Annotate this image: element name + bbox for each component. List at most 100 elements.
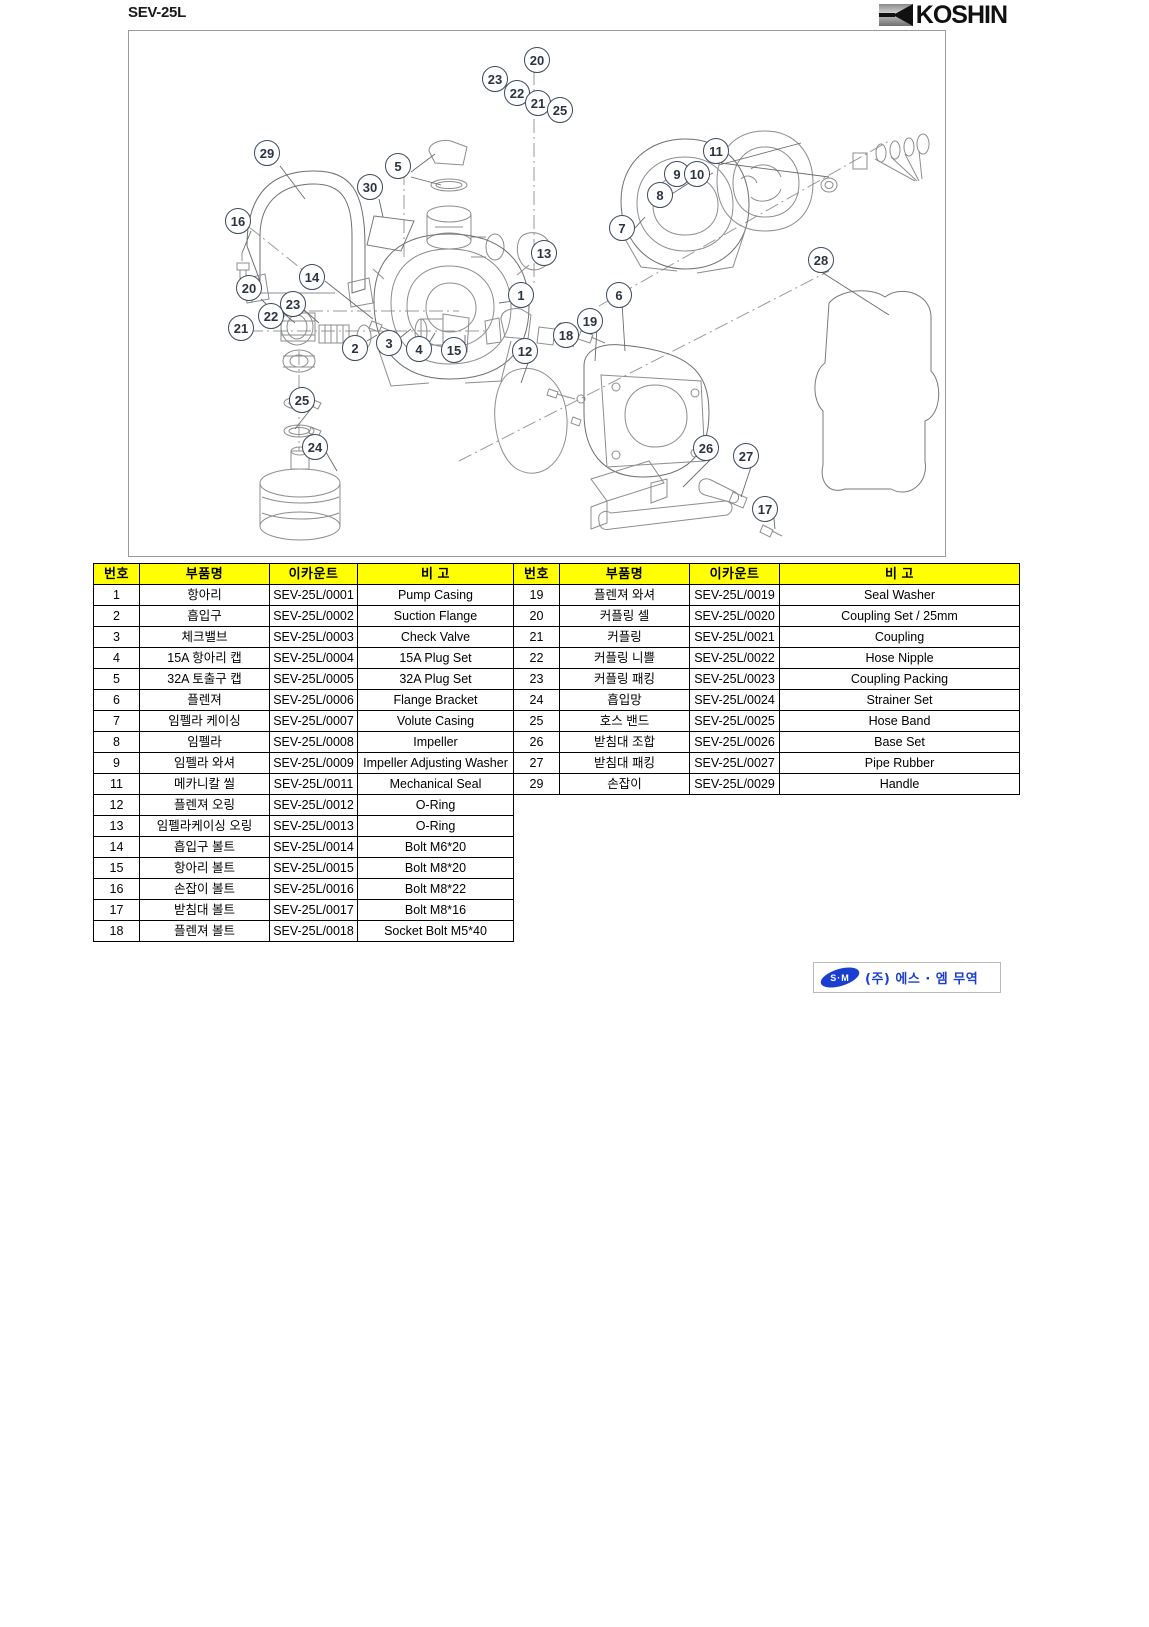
- diagram-callout-25: 25: [547, 97, 573, 123]
- koshin-brand-logo: KOSHIN: [878, 0, 1008, 29]
- part-account-code: SEV-25L/0027: [689, 752, 780, 774]
- part-name: 커플링: [559, 626, 690, 648]
- sm-logo-letters: S·M: [830, 972, 850, 983]
- part-note: Coupling: [779, 626, 1020, 648]
- table-header-row: 번호 부품명 이카운트 비 고: [513, 563, 1020, 585]
- koshin-chevron-icon: [878, 4, 913, 26]
- diagram-callout-5: 5: [385, 153, 411, 179]
- part-note: Volute Casing: [357, 710, 514, 732]
- part-account-code: SEV-25L/0021: [689, 626, 780, 648]
- table-row: 19 플렌져 와셔 SEV-25L/0019 Seal Washer: [513, 584, 1020, 606]
- col-header-account: 이카운트: [689, 563, 780, 585]
- diagram-callout-29: 29: [254, 140, 280, 166]
- part-number: 20: [513, 605, 560, 627]
- col-header-name: 부품명: [139, 563, 270, 585]
- diagram-callout-7: 7: [609, 215, 635, 241]
- table-row: 27 받침대 패킹 SEV-25L/0027 Pipe Rubber: [513, 752, 1020, 774]
- table-row: 24 흡입망 SEV-25L/0024 Strainer Set: [513, 689, 1020, 711]
- part-account-code: SEV-25L/0023: [689, 668, 780, 690]
- part-number: 7: [93, 710, 140, 732]
- diagram-callout-27: 27: [733, 443, 759, 469]
- diagram-callout-11: 11: [703, 138, 729, 164]
- diagram-callout-17: 17: [752, 496, 778, 522]
- part-note: Impeller: [357, 731, 514, 753]
- part-account-code: SEV-25L/0015: [269, 857, 358, 879]
- part-number: 12: [93, 794, 140, 816]
- part-number: 21: [513, 626, 560, 648]
- part-note: Flange Bracket: [357, 689, 514, 711]
- table-row: 23 커플링 패킹 SEV-25L/0023 Coupling Packing: [513, 668, 1020, 690]
- part-account-code: SEV-25L/0022: [689, 647, 780, 669]
- part-account-code: SEV-25L/0008: [269, 731, 358, 753]
- part-number: 9: [93, 752, 140, 774]
- part-number: 14: [93, 836, 140, 858]
- koshin-brand-text: KOSHIN: [915, 0, 1008, 29]
- diagram-callout-14: 14: [299, 264, 325, 290]
- part-number: 5: [93, 668, 140, 690]
- table-row: 4 15A 항아리 캡 SEV-25L/0004 15A Plug Set: [93, 647, 514, 669]
- part-name: 체크밸브: [139, 626, 270, 648]
- part-note: Impeller Adjusting Washer: [357, 752, 514, 774]
- diagram-callout-20: 20: [236, 275, 262, 301]
- part-name: 받침대 볼트: [139, 899, 270, 921]
- part-note: 32A Plug Set: [357, 668, 514, 690]
- part-name: 흡입망: [559, 689, 690, 711]
- part-account-code: SEV-25L/0020: [689, 605, 780, 627]
- table-row: 18 플렌져 볼트 SEV-25L/0018 Socket Bolt M5*40: [93, 920, 514, 942]
- part-note: 15A Plug Set: [357, 647, 514, 669]
- diagram-callout-4: 4: [406, 336, 432, 362]
- part-account-code: SEV-25L/0025: [689, 710, 780, 732]
- table-row: 12 플렌져 오링 SEV-25L/0012 O-Ring: [93, 794, 514, 816]
- part-number: 6: [93, 689, 140, 711]
- diagram-callout-22: 22: [258, 303, 284, 329]
- part-name: 임펠라케이싱 오링: [139, 815, 270, 837]
- diagram-callout-1: 1: [508, 282, 534, 308]
- diagram-callout-19: 19: [577, 308, 603, 334]
- part-name: 임펠라 와셔: [139, 752, 270, 774]
- part-name: 흡입구: [139, 605, 270, 627]
- part-note: Coupling Packing: [779, 668, 1020, 690]
- diagram-callout-21: 21: [228, 315, 254, 341]
- part-note: Handle: [779, 773, 1020, 795]
- part-account-code: SEV-25L/0014: [269, 836, 358, 858]
- part-name: 손잡이 볼트: [139, 878, 270, 900]
- table-row: 22 커플링 니쁠 SEV-25L/0022 Hose Nipple: [513, 647, 1020, 669]
- diagram-callout-22: 22: [504, 80, 530, 106]
- diagram-callout-6: 6: [606, 282, 632, 308]
- part-name: 플렌져: [139, 689, 270, 711]
- table-row: 26 받침대 조합 SEV-25L/0026 Base Set: [513, 731, 1020, 753]
- part-account-code: SEV-25L/0002: [269, 605, 358, 627]
- part-number: 26: [513, 731, 560, 753]
- part-number: 25: [513, 710, 560, 732]
- part-note: Bolt M8*22: [357, 878, 514, 900]
- part-name: 받침대 패킹: [559, 752, 690, 774]
- table-row: 6 플렌져 SEV-25L/0006 Flange Bracket: [93, 689, 514, 711]
- diagram-callout-13: 13: [531, 240, 557, 266]
- col-header-no: 번호: [93, 563, 140, 585]
- part-account-code: SEV-25L/0013: [269, 815, 358, 837]
- diagram-callout-2: 2: [342, 335, 368, 361]
- part-number: 13: [93, 815, 140, 837]
- table-row: 13 임펠라케이싱 오링 SEV-25L/0013 O-Ring: [93, 815, 514, 837]
- part-account-code: SEV-25L/0026: [689, 731, 780, 753]
- part-number: 18: [93, 920, 140, 942]
- table-header-row: 번호 부품명 이카운트 비 고: [93, 563, 514, 585]
- part-name: 메카니칼 씰: [139, 773, 270, 795]
- part-account-code: SEV-25L/0005: [269, 668, 358, 690]
- table-row: 29 손잡이 SEV-25L/0029 Handle: [513, 773, 1020, 795]
- part-note: Hose Nipple: [779, 647, 1020, 669]
- diagram-callout-10: 10: [684, 161, 710, 187]
- part-note: Coupling Set / 25mm: [779, 605, 1020, 627]
- table-row: 25 호스 밴드 SEV-25L/0025 Hose Band: [513, 710, 1020, 732]
- company-logo: S·M (주) 에스 · 엠 무역: [813, 962, 1001, 993]
- part-number: 24: [513, 689, 560, 711]
- diagram-callout-26: 26: [693, 435, 719, 461]
- part-note: Check Valve: [357, 626, 514, 648]
- part-note: Bolt M8*16: [357, 899, 514, 921]
- part-name: 32A 토출구 캡: [139, 668, 270, 690]
- table-row: 5 32A 토출구 캡 SEV-25L/0005 32A Plug Set: [93, 668, 514, 690]
- part-account-code: SEV-25L/0029: [689, 773, 780, 795]
- part-note: O-Ring: [357, 815, 514, 837]
- table-row: 1 항아리 SEV-25L/0001 Pump Casing: [93, 584, 514, 606]
- table-row: 7 임펠라 케이싱 SEV-25L/0007 Volute Casing: [93, 710, 514, 732]
